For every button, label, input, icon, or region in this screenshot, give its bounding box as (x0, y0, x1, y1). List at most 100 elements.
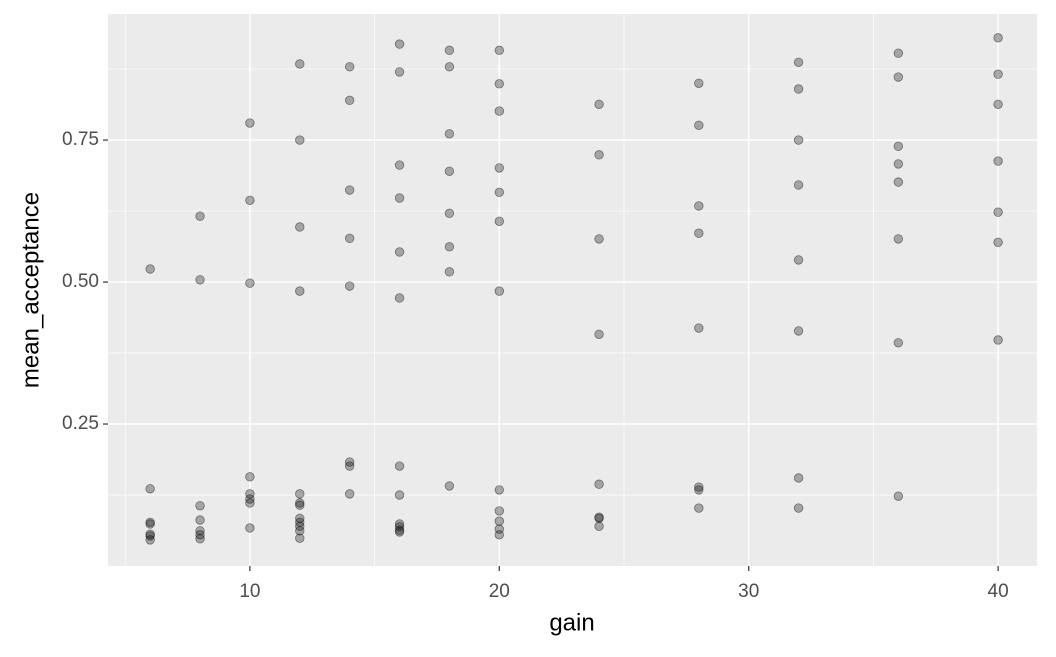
point (444, 242, 455, 252)
point (394, 193, 405, 203)
point (494, 506, 505, 516)
point (594, 99, 604, 109)
point (245, 498, 255, 508)
point (444, 45, 455, 56)
point (793, 135, 804, 145)
panel (108, 14, 1037, 566)
point (195, 275, 205, 285)
point (694, 228, 704, 238)
point (793, 84, 804, 94)
point (295, 521, 305, 531)
point (245, 523, 255, 533)
point (444, 267, 455, 277)
point (893, 177, 904, 187)
point (444, 62, 455, 72)
point (993, 33, 1003, 43)
point (245, 489, 255, 499)
point (694, 323, 704, 333)
point (145, 529, 155, 539)
point (344, 457, 355, 467)
point (295, 500, 305, 510)
point (344, 281, 355, 291)
y-tick-label: 0.75 (62, 129, 99, 150)
point (893, 338, 904, 348)
point (394, 522, 405, 532)
point (394, 67, 405, 77)
point (195, 211, 205, 221)
point (893, 491, 904, 501)
point (793, 503, 804, 513)
point (494, 524, 505, 534)
x-axis-label: gain (549, 609, 594, 636)
point (494, 216, 505, 226)
point (893, 48, 904, 58)
point (394, 519, 405, 529)
point (893, 72, 904, 82)
point (793, 473, 804, 483)
point (494, 187, 505, 198)
point (494, 45, 505, 56)
point (295, 489, 305, 499)
point (444, 208, 455, 219)
point (295, 222, 305, 232)
point (195, 526, 205, 536)
point (694, 485, 704, 495)
point (344, 62, 355, 72)
point (394, 247, 405, 257)
point (694, 201, 704, 211)
point (793, 57, 804, 67)
point (344, 233, 355, 244)
point (394, 461, 405, 471)
point (394, 160, 405, 170)
point (694, 482, 704, 492)
x-tick-label: 10 (239, 581, 260, 602)
point (494, 79, 505, 89)
point (145, 484, 155, 494)
point (694, 503, 704, 513)
point (694, 78, 704, 88)
point (394, 527, 405, 537)
x-tick-label: 40 (988, 581, 1009, 602)
point (494, 516, 505, 526)
point (793, 255, 804, 265)
point (594, 150, 604, 160)
point (245, 195, 255, 205)
y-tick-label: 0.25 (62, 413, 99, 434)
point (145, 264, 155, 274)
point (394, 525, 405, 535)
x-tick-label: 20 (489, 581, 510, 602)
point (394, 490, 405, 500)
point (295, 59, 305, 69)
point (494, 163, 505, 173)
point (295, 517, 305, 527)
point (344, 185, 355, 195)
point (344, 95, 355, 106)
x-tick-label: 30 (738, 581, 759, 602)
point (594, 521, 604, 531)
point (494, 286, 505, 296)
point (444, 129, 455, 139)
point (494, 106, 505, 116)
point (594, 479, 604, 489)
point (594, 512, 604, 522)
point (245, 118, 255, 128)
point (295, 498, 305, 508)
point (295, 513, 305, 523)
point (145, 519, 155, 529)
point (993, 237, 1003, 247)
point (195, 501, 205, 511)
point (295, 526, 305, 536)
point (893, 159, 904, 169)
point (594, 513, 604, 523)
y-axis-label: mean_acceptance (17, 192, 44, 388)
point (394, 39, 405, 49)
point (444, 166, 455, 177)
point (195, 515, 205, 525)
point (295, 135, 305, 145)
point (394, 293, 405, 303)
point (295, 533, 305, 543)
point (993, 156, 1003, 166)
point (993, 99, 1003, 109)
point (195, 530, 205, 540)
